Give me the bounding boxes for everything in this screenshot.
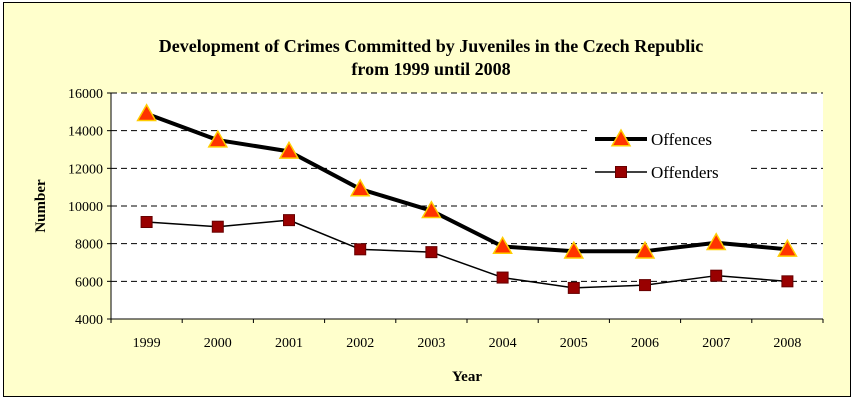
data-point-offenders (639, 279, 651, 292)
legend-label: Offences (651, 130, 712, 149)
series (136, 103, 798, 294)
data-point-offences (349, 178, 371, 197)
series-line-offenders (146, 219, 788, 289)
y-tick-labels: 4000 6000 8000 10000 12000 14000 16000 (68, 87, 103, 328)
data-point-offences (563, 240, 585, 259)
x-tick-label: 2006 (631, 336, 659, 351)
data-point-offenders (425, 246, 438, 259)
legend-box (589, 121, 749, 191)
data-point-offences (136, 103, 157, 122)
chart-svg: Development of Crimes Committed by Juven… (33, 36, 824, 385)
x-tick-label: 2000 (204, 336, 232, 351)
y-axis-title: Number (33, 179, 49, 233)
series-offences (136, 103, 798, 259)
chart-title-line-1: Development of Crimes Committed by Juven… (159, 36, 703, 56)
data-point-offences (492, 235, 513, 254)
data-point-offences (634, 240, 656, 259)
legend-item-offenders: Offenders (595, 163, 719, 182)
data-point-offences (777, 238, 798, 257)
data-point-offenders (567, 281, 580, 294)
y-tick-label: 14000 (68, 125, 103, 140)
y-tick-label: 8000 (75, 238, 103, 253)
legend-label: Offenders (651, 163, 719, 182)
legend-marker (610, 128, 632, 147)
data-point-offenders (781, 275, 794, 288)
x-tick-label: 2003 (417, 336, 445, 351)
x-tick-label: 2002 (346, 336, 374, 351)
data-point-offenders (211, 220, 224, 233)
data-point-offenders (283, 214, 295, 227)
x-tick-label: 2004 (489, 336, 517, 351)
y-tick-label: 4000 (75, 313, 103, 328)
x-tick-labels: 1999 2000 2001 2002 2003 2004 2005 2006 2007 2008 (133, 336, 802, 351)
x-axis-title: Year (452, 369, 482, 385)
x-tick-label: 2007 (702, 336, 730, 351)
data-point-offences (207, 129, 229, 148)
y-tick-label: 10000 (68, 200, 103, 215)
x-tick-label: 2001 (275, 336, 303, 351)
legend-item-offences: Offences (595, 128, 712, 149)
series-offenders (140, 214, 794, 294)
data-point-offences (421, 200, 442, 219)
legend-marker (615, 166, 627, 178)
chart-area: Development of Crimes Committed by Juven… (3, 2, 851, 397)
data-point-offenders (710, 269, 723, 282)
data-point-offences (278, 140, 300, 159)
legend: Offences Offenders (589, 121, 749, 191)
axes (107, 92, 824, 323)
data-point-offenders (140, 216, 153, 229)
x-tick-label: 1999 (133, 336, 161, 351)
y-tick-label: 12000 (68, 162, 103, 177)
x-tick-label: 2005 (560, 336, 588, 351)
data-point-offenders (496, 271, 509, 284)
series-line-offences (145, 111, 788, 254)
data-point-offenders (354, 243, 367, 256)
y-tick-label: 6000 (75, 275, 103, 290)
data-point-offences (705, 232, 727, 251)
chart-title-line-2: from 1999 until 2008 (351, 59, 510, 79)
x-tick-label: 2008 (773, 336, 801, 351)
y-tick-label: 16000 (68, 87, 103, 102)
